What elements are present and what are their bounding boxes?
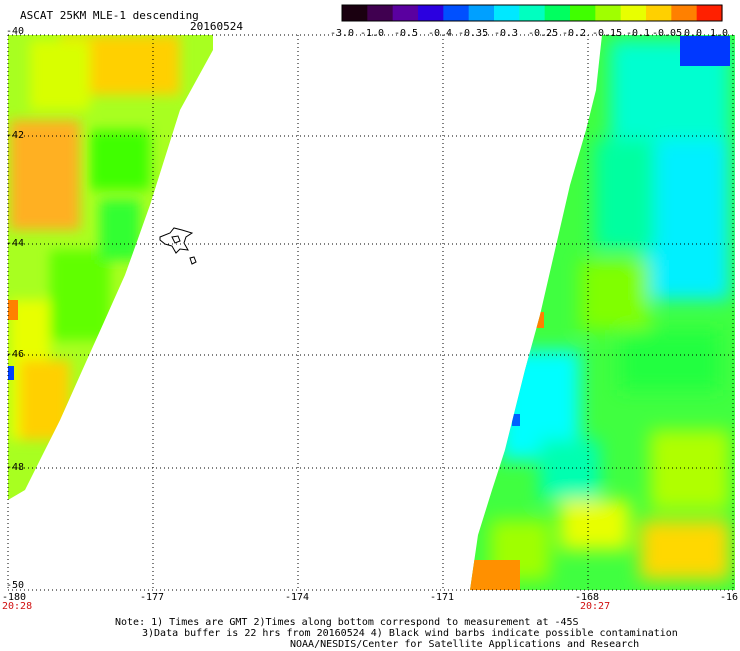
colorbar-label: -0.1 — [626, 28, 651, 39]
graticule — [7, 34, 735, 591]
colorbar-swatch — [544, 5, 571, 21]
lon-label: -16 — [720, 592, 739, 603]
note-line: NOAA/NESDIS/Center for Satellite Applica… — [290, 639, 640, 650]
colorbar-label: -0.3 — [494, 28, 519, 39]
colorbar-swatch — [620, 5, 647, 21]
colorbar — [341, 4, 723, 22]
colorbar-swatch — [595, 5, 622, 21]
time-label: 20:28 — [2, 601, 33, 612]
colorbar-swatch — [418, 5, 444, 21]
colorbar-label: 0.0 — [684, 28, 703, 39]
colorbar-swatch — [392, 5, 419, 21]
colorbar-swatch — [646, 5, 672, 21]
lon-label: -174 — [285, 592, 310, 603]
colorbar-swatch — [494, 5, 520, 21]
colorbar-swatch — [443, 5, 470, 21]
colorbar-label: -3.0 — [330, 28, 355, 39]
lat-label: -42 — [6, 130, 25, 141]
lon-label: -177 — [140, 592, 165, 603]
colorbar-label: 1.0 — [710, 28, 729, 39]
colorbar-label: -0.35 — [458, 28, 489, 39]
colorbar-swatch — [342, 5, 368, 21]
lat-label: -40 — [6, 26, 25, 37]
chart-title: ASCAT 25KM MLE-1 descending — [20, 9, 199, 22]
left-swath — [8, 35, 213, 500]
colorbar-label: -0.5 — [394, 28, 419, 39]
colorbar-label: -0.2 — [562, 28, 587, 39]
colorbar-swatch — [468, 5, 495, 21]
lat-label: -50 — [6, 580, 25, 591]
colorbar-border — [341, 4, 723, 22]
chatham-island-outline — [159, 227, 197, 265]
note-line: Note: 1) Times are GMT 2)Times along bot… — [115, 617, 579, 628]
note-line: 3)Data buffer is 22 hrs from 20160524 4)… — [142, 628, 678, 639]
colorbar-label: -0.15 — [592, 28, 623, 39]
colorbar-swatch — [519, 5, 546, 21]
chart-date: 20160524 — [190, 20, 243, 33]
colorbar-swatch — [570, 5, 596, 21]
colorbar-labels: -3.0 -1.0 -0.5 -0.4 -0.35 -0.3 -0.25 -0.… — [330, 28, 730, 40]
colorbar-label: -0.25 — [528, 28, 559, 39]
lat-label: -46 — [6, 349, 25, 360]
time-label: 20:27 — [580, 601, 611, 612]
colorbar-label: -0.4 — [428, 28, 453, 39]
lon-label: -180 — [2, 592, 27, 603]
colorbar-swatch — [367, 5, 394, 21]
lat-label: -48 — [6, 462, 25, 473]
colorbar-swatch — [696, 5, 723, 21]
colorbar-swatch — [671, 5, 698, 21]
colorbar-label: -1.0 — [360, 28, 385, 39]
lat-label: -44 — [6, 238, 25, 249]
colorbar-label: -0.05 — [652, 28, 683, 39]
right-swath — [470, 35, 735, 590]
lon-label: -168 — [575, 592, 600, 603]
lon-label: -171 — [430, 592, 455, 603]
